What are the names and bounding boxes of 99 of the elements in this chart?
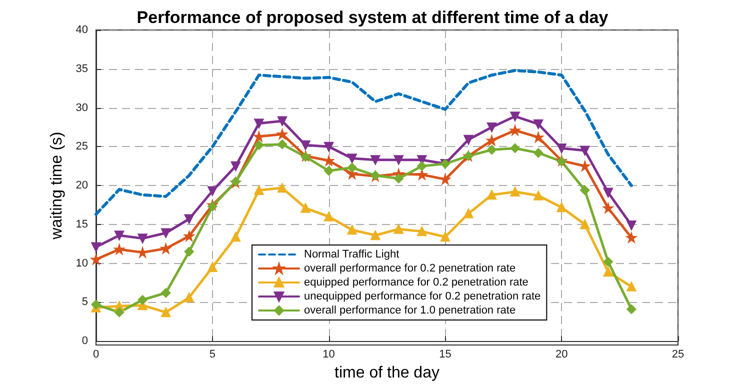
y-tick-label: 5: [82, 296, 88, 308]
point: [138, 248, 148, 258]
point: [161, 244, 171, 254]
point: [277, 183, 287, 193]
point: [230, 161, 240, 171]
point: [277, 140, 287, 150]
point: [254, 140, 264, 150]
y-tick-label: 25: [76, 140, 88, 153]
point: [580, 185, 590, 195]
point: [534, 148, 544, 158]
point: [277, 129, 287, 139]
chart-title: Performance of proposed system at different time of a day: [136, 8, 609, 27]
point: [556, 143, 566, 153]
point: [324, 166, 334, 176]
point: [487, 145, 497, 155]
point: [417, 226, 427, 236]
legend-label: unequipped performance for 0.2 penetration rate: [304, 290, 541, 302]
point: [184, 292, 194, 302]
point: [510, 112, 520, 122]
point: [138, 295, 148, 305]
x-tick-label: 20: [555, 348, 568, 361]
point: [370, 155, 380, 165]
point: [184, 214, 194, 224]
point: [324, 156, 334, 166]
point: [603, 267, 613, 277]
point: [626, 282, 636, 292]
point: [487, 136, 497, 146]
point: [324, 142, 334, 152]
legend-label: overall performance for 0.2 penetration rate: [304, 262, 516, 274]
point: [440, 232, 450, 242]
point: [230, 232, 240, 242]
point: [510, 143, 520, 153]
point: [254, 118, 264, 128]
point: [464, 208, 474, 218]
point: [91, 300, 101, 310]
point: [394, 174, 404, 184]
point: [91, 242, 101, 252]
y-tick-label: 10: [76, 257, 88, 270]
point: [534, 119, 544, 129]
point: [603, 203, 613, 213]
point: [254, 132, 264, 142]
point: [324, 212, 334, 222]
point: [580, 146, 590, 156]
point: [184, 246, 194, 256]
y-axis-title: waiting time (s): [48, 132, 66, 240]
point: [277, 116, 287, 126]
point: [626, 304, 636, 314]
point: [417, 170, 427, 180]
x-axis-title: time of the day: [334, 364, 440, 382]
point: [626, 220, 636, 230]
point: [114, 308, 124, 318]
point: [161, 288, 171, 298]
point: [487, 122, 497, 132]
point: [580, 161, 590, 171]
y-tick-label: 35: [76, 62, 88, 75]
y-tick-label: 20: [76, 180, 88, 192]
point: [161, 228, 171, 238]
point: [300, 203, 310, 213]
y-tick-label: 0: [82, 335, 88, 348]
legend-label: Normal Traffic Light: [304, 248, 400, 260]
point: [208, 186, 218, 196]
line-series: [94, 68, 633, 216]
point: [161, 308, 171, 318]
y-tick-label: 30: [76, 102, 88, 114]
point: [603, 257, 613, 267]
x-tick-label: 10: [322, 348, 335, 361]
point: [510, 187, 520, 197]
legend-label: overall performance for 1.0 penetration rate: [304, 304, 516, 316]
x-tick-label: 15: [439, 348, 452, 361]
point: [184, 231, 194, 241]
point: [91, 254, 101, 264]
legend-label: equipped performance for 0.2 penetration rate: [304, 276, 528, 288]
y-tick-label: 15: [76, 218, 88, 230]
x-tick-label: 25: [672, 348, 684, 361]
point: [603, 188, 613, 198]
point: [417, 161, 427, 171]
point: [254, 185, 264, 195]
point: [394, 224, 404, 234]
point: [394, 155, 404, 165]
point: [487, 190, 497, 200]
point: [347, 162, 357, 172]
x-tick-label: 5: [209, 348, 216, 361]
x-tick-label: 0: [92, 348, 100, 361]
point: [534, 190, 544, 200]
point: [464, 134, 474, 144]
point: [208, 262, 218, 272]
point: [114, 230, 124, 240]
y-tick-label: 40: [76, 24, 88, 36]
point: [347, 154, 357, 164]
point: [626, 232, 636, 242]
point: [138, 234, 148, 244]
point: [300, 152, 310, 162]
point: [208, 202, 218, 212]
point: [347, 225, 357, 235]
point: [556, 156, 566, 166]
point: [370, 230, 380, 240]
point: [580, 220, 590, 230]
point: [300, 140, 310, 150]
point: [556, 202, 566, 212]
